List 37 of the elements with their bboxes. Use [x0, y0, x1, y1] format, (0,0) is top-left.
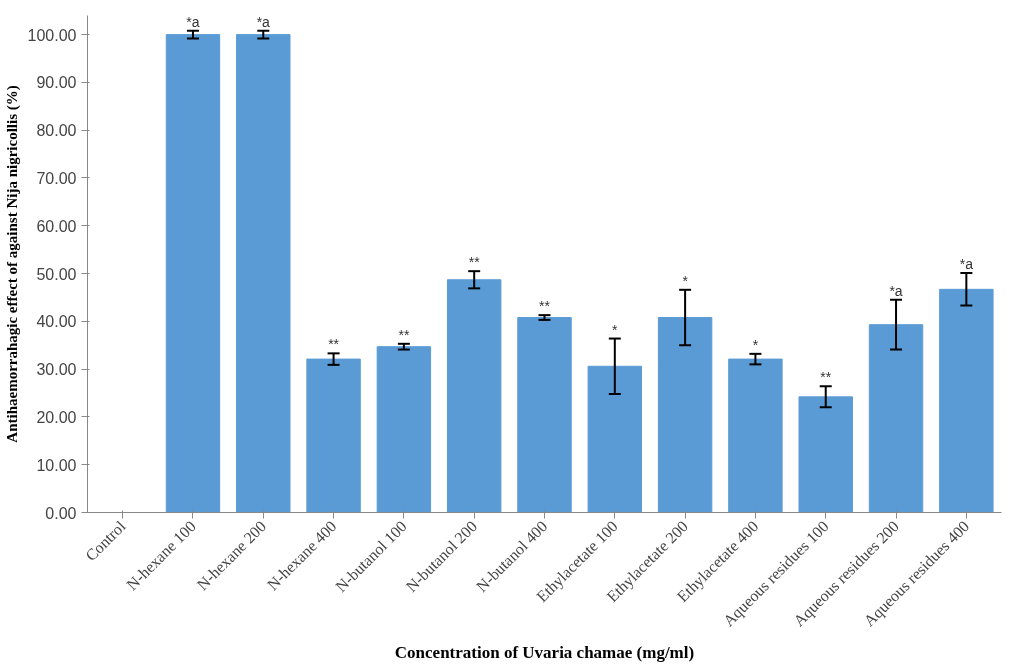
y-tick-label: 40.00: [36, 313, 77, 331]
y-tick-label: 70.00: [36, 169, 77, 187]
y-tick-label: 80.00: [36, 122, 77, 140]
y-tick-label: 10.00: [36, 456, 77, 474]
annotation: **: [820, 369, 832, 386]
annotation: *a: [889, 282, 903, 299]
x-axis-title: Concentration of Uvaria chamae (mg/ml): [394, 643, 695, 663]
annotation: **: [539, 298, 551, 315]
bar: [657, 317, 713, 513]
y-tick-label: 60.00: [36, 217, 77, 235]
annotation: **: [328, 336, 340, 353]
annotation: *: [682, 272, 689, 289]
bar: [306, 358, 361, 513]
annotation: *a: [959, 256, 974, 273]
y-tick-label: 100.00: [27, 26, 77, 44]
bar: [236, 34, 291, 513]
y-axis-title: Antihaemorrahagic effect of against Nija nigricollis (%): [3, 85, 21, 443]
annotation: *: [752, 336, 759, 353]
annotation: **: [468, 254, 481, 271]
bar: [728, 358, 783, 513]
annotation: *: [612, 321, 619, 338]
annotation: *a: [186, 13, 200, 30]
bar: [517, 317, 572, 513]
y-tick-label: 50.00: [36, 265, 77, 283]
bar: [446, 279, 502, 513]
y-tick-label: 90.00: [36, 74, 77, 92]
bar: [939, 288, 994, 513]
bar: [165, 34, 221, 513]
annotation: *a: [256, 13, 271, 30]
annotation: **: [398, 326, 410, 343]
bar: [376, 346, 432, 513]
y-tick-label: 0.00: [45, 504, 77, 522]
bar: [798, 396, 853, 513]
bar: [868, 324, 924, 513]
y-tick-label: 30.00: [36, 361, 77, 379]
y-tick-label: 20.00: [36, 408, 77, 426]
bar: [587, 365, 643, 513]
